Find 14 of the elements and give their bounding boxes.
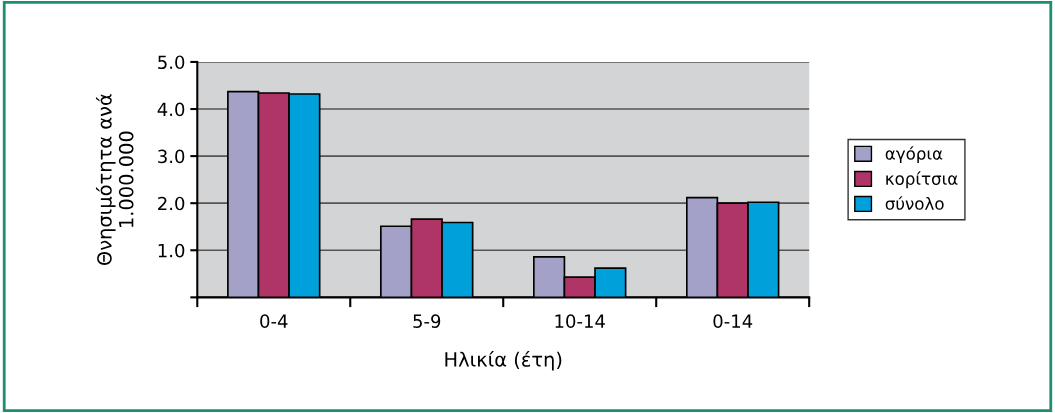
legend-label: κορίτσια: [886, 171, 958, 189]
x-tick-label: 0-4: [260, 314, 288, 328]
y-axis-title: Θνησιμότητα ανά 1.000.000: [95, 94, 134, 266]
y-tick-label: 3.0: [158, 149, 185, 164]
x-tick-label: 10-14: [555, 314, 605, 328]
x-tick-label: 5-9: [413, 314, 441, 328]
legend-label: σύνολο: [885, 196, 944, 210]
x-tick-label: 0-14: [713, 314, 753, 328]
y-tick-label: 5.0: [158, 55, 185, 70]
y-tick-label: 1.0: [158, 243, 185, 258]
legend-label: αγόρια: [885, 146, 943, 164]
y-tick-label: 2.0: [158, 196, 185, 211]
x-axis-title: Ηλικία (έτη): [445, 350, 562, 371]
y-tick-label: 4.0: [157, 102, 185, 117]
